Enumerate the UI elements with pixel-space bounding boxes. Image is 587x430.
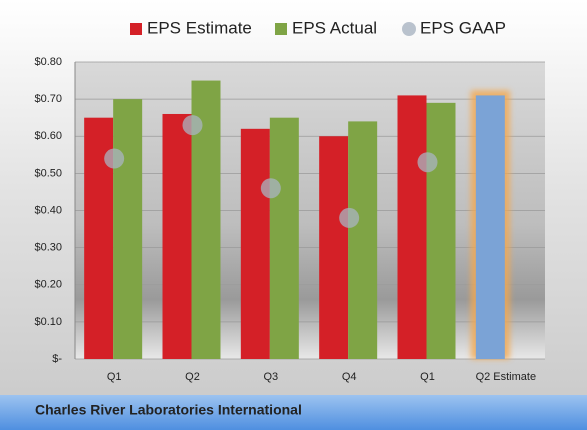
y-tick-label: $0.60 bbox=[34, 130, 62, 142]
bar bbox=[348, 121, 378, 360]
bar bbox=[113, 99, 143, 359]
bar bbox=[162, 113, 192, 359]
y-tick-label: $0.40 bbox=[34, 204, 62, 216]
x-tick-label: Q1 bbox=[420, 371, 435, 383]
gaap-marker bbox=[182, 115, 203, 136]
title-band bbox=[0, 395, 587, 430]
legend-label: EPS Actual bbox=[292, 18, 377, 37]
bar bbox=[426, 102, 456, 360]
gaap-marker bbox=[104, 148, 125, 169]
y-tick-label: $0.30 bbox=[34, 242, 62, 254]
legend-label: EPS GAAP bbox=[420, 18, 506, 37]
x-tick-label: Q4 bbox=[342, 371, 357, 383]
x-tick-label: Q3 bbox=[263, 371, 278, 383]
y-tick-label: $0.50 bbox=[34, 167, 62, 179]
gaap-marker bbox=[339, 207, 360, 228]
bar bbox=[240, 128, 270, 359]
bar bbox=[319, 136, 349, 359]
bar bbox=[397, 95, 427, 359]
legend-swatch bbox=[275, 23, 287, 35]
legend-label: EPS Estimate bbox=[147, 18, 252, 37]
x-tick-label: Q1 bbox=[107, 371, 122, 383]
chart-title: Charles River Laboratories International bbox=[35, 402, 302, 418]
x-tick-label: Q2 Estimate bbox=[476, 371, 537, 383]
legend-swatch bbox=[130, 23, 142, 35]
y-tick-label: $0.20 bbox=[34, 279, 62, 291]
bar bbox=[269, 117, 299, 359]
x-tick-label: Q2 bbox=[185, 371, 200, 383]
legend-swatch bbox=[402, 22, 416, 36]
bar bbox=[475, 95, 505, 359]
y-tick-label: $0.70 bbox=[34, 93, 62, 105]
y-tick-label: $- bbox=[52, 353, 62, 365]
y-tick-label: $0.10 bbox=[34, 316, 62, 328]
gaap-marker bbox=[260, 178, 281, 199]
y-tick-label: $0.80 bbox=[34, 56, 62, 68]
gaap-marker bbox=[417, 152, 438, 173]
